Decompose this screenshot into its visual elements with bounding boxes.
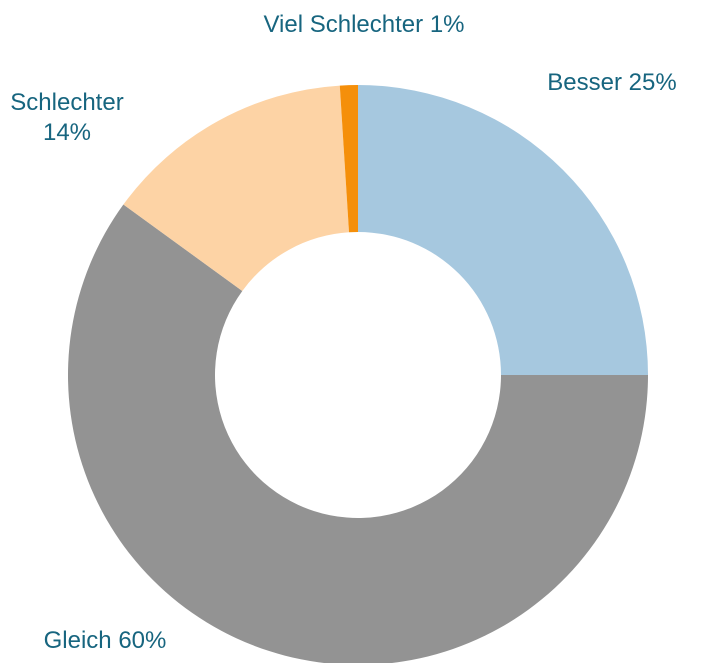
value-label: 60% xyxy=(118,627,167,654)
category-label: Besser xyxy=(547,69,622,96)
value-label: 25% xyxy=(628,69,677,96)
data-label: Gleich 60% xyxy=(10,626,200,656)
value-label: 1% xyxy=(429,11,465,38)
value-label: 14% xyxy=(42,119,92,146)
category-label: Viel Schlechter xyxy=(263,11,424,38)
donut-slice xyxy=(339,85,358,233)
category-label: Gleich xyxy=(43,627,112,654)
donut-slice xyxy=(123,85,350,291)
data-label: Besser 25% xyxy=(522,68,702,98)
category-label: Schlechter xyxy=(10,89,124,116)
donut-slice xyxy=(68,204,648,663)
data-label: Schlechter 14% xyxy=(0,88,134,148)
donut-slice xyxy=(358,85,648,375)
data-label: Viel Schlechter 1% xyxy=(255,10,473,40)
